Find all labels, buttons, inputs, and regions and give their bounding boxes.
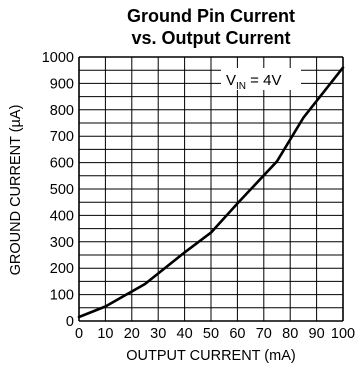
- x-tick-label: 100: [331, 326, 355, 342]
- y-tick-labels: 0 100 200 300 400 500 600 700 800 900 1000: [42, 50, 74, 330]
- y-tick-label: 1000: [42, 50, 74, 66]
- x-tick-label: 90: [309, 326, 325, 342]
- x-tick-label: 60: [229, 326, 245, 342]
- chart-title: Ground Pin Current: [127, 6, 295, 26]
- y-tick-label: 500: [50, 182, 74, 198]
- x-tick-label: 30: [150, 326, 166, 342]
- x-tick-label: 80: [282, 326, 298, 342]
- y-tick-label: 600: [50, 156, 74, 172]
- x-tick-label: 0: [75, 326, 83, 342]
- y-axis-label: GROUND CURRENT (µA): [8, 105, 24, 276]
- y-tick-label: 900: [50, 76, 74, 92]
- x-tick-label: 10: [97, 326, 113, 342]
- y-tick-label: 100: [50, 288, 74, 304]
- annotation-box: [221, 68, 301, 90]
- y-tick-label: 400: [50, 208, 74, 224]
- grid: [78, 56, 344, 322]
- x-tick-label: 20: [124, 326, 140, 342]
- y-tick-label: 700: [50, 129, 74, 145]
- x-tick-label: 50: [203, 326, 219, 342]
- y-tick-label: 300: [50, 235, 74, 251]
- y-tick-label: 0: [66, 314, 74, 330]
- vin-annotation-base: V: [226, 72, 236, 89]
- x-tick-labels: 0 10 20 30 40 50 60 70 80 90 100: [75, 326, 355, 342]
- ground-current-line: [77, 66, 345, 319]
- y-tick-label: 200: [50, 261, 74, 277]
- chart-subtitle: vs. Output Current: [131, 28, 290, 48]
- vin-annotation: VIN = 4V: [226, 72, 281, 92]
- x-axis-label: OUTPUT CURRENT (mA): [126, 348, 295, 364]
- y-tick-label: 800: [50, 103, 74, 119]
- x-tick-label: 70: [256, 326, 272, 342]
- vin-annotation-rest: = 4V: [246, 72, 281, 89]
- vin-annotation-sub: IN: [236, 81, 246, 92]
- x-tick-label: 40: [177, 326, 193, 342]
